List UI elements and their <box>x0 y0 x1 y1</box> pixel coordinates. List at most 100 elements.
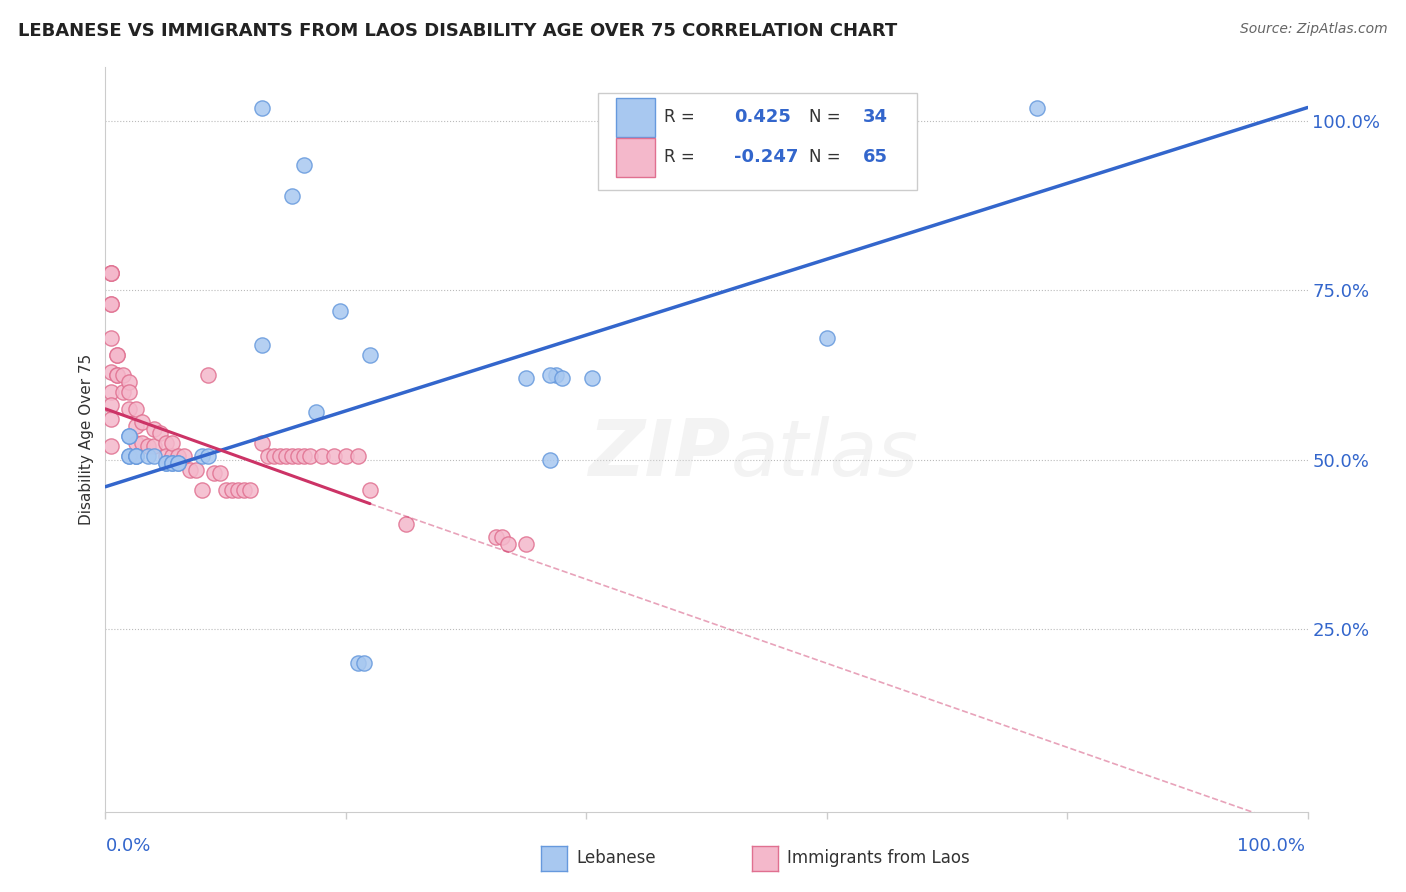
Point <box>100 365 122 379</box>
Point <box>281 449 304 463</box>
Point <box>551 371 574 385</box>
Point <box>496 537 519 551</box>
Point <box>292 449 315 463</box>
Text: atlas: atlas <box>731 417 918 492</box>
Point <box>124 449 146 463</box>
Point <box>118 375 141 389</box>
Text: Source: ZipAtlas.com: Source: ZipAtlas.com <box>1240 22 1388 37</box>
Text: R =: R = <box>665 108 700 127</box>
Point <box>131 416 153 430</box>
Point <box>136 449 159 463</box>
Point <box>395 516 418 531</box>
Point <box>160 449 183 463</box>
Point <box>166 456 188 470</box>
Point <box>359 348 381 362</box>
Point <box>292 158 315 172</box>
Text: 0.425: 0.425 <box>734 108 792 127</box>
Text: ZIP: ZIP <box>588 417 731 492</box>
Point <box>263 449 285 463</box>
Point <box>100 412 122 426</box>
Point <box>250 337 273 351</box>
Point <box>118 429 141 443</box>
Point <box>100 439 122 453</box>
Point <box>166 449 188 463</box>
Point <box>124 418 146 433</box>
Point <box>256 449 278 463</box>
Point <box>581 371 603 385</box>
Point <box>166 456 188 470</box>
Point <box>269 449 291 463</box>
Point <box>179 463 201 477</box>
Point <box>221 483 243 497</box>
Point <box>142 422 165 436</box>
Point <box>160 435 183 450</box>
Point <box>118 449 141 463</box>
Point <box>515 371 537 385</box>
Point <box>107 348 129 362</box>
Point <box>298 449 321 463</box>
Point <box>815 331 838 345</box>
Point <box>347 656 370 670</box>
FancyBboxPatch shape <box>599 93 917 190</box>
Point <box>184 463 207 477</box>
Text: R =: R = <box>665 148 700 167</box>
Point <box>208 466 231 480</box>
Point <box>118 429 141 443</box>
Point <box>142 439 165 453</box>
Point <box>250 101 273 115</box>
Point <box>124 401 146 416</box>
Point <box>322 449 344 463</box>
Point <box>202 466 225 480</box>
Point <box>118 401 141 416</box>
Point <box>232 483 254 497</box>
Point <box>515 537 537 551</box>
Point <box>100 267 122 281</box>
Point <box>112 368 135 382</box>
Point <box>100 297 122 311</box>
Point <box>100 297 122 311</box>
Text: 0.0%: 0.0% <box>105 837 150 855</box>
Text: Lebanese: Lebanese <box>576 849 657 867</box>
Point <box>173 449 195 463</box>
Point <box>124 449 146 463</box>
Point <box>485 531 508 545</box>
Point <box>107 368 129 382</box>
Point <box>148 425 170 440</box>
Point <box>136 439 159 453</box>
Text: -0.247: -0.247 <box>734 148 799 167</box>
Point <box>538 452 561 467</box>
Point <box>155 435 177 450</box>
Point <box>1026 101 1049 115</box>
Point <box>124 449 146 463</box>
Point <box>353 656 375 670</box>
FancyBboxPatch shape <box>616 98 655 136</box>
Text: 65: 65 <box>863 148 887 167</box>
Point <box>274 449 297 463</box>
Point <box>190 449 212 463</box>
Point <box>359 483 381 497</box>
Point <box>107 368 129 382</box>
Point <box>335 449 357 463</box>
Point <box>118 384 141 399</box>
Point <box>112 384 135 399</box>
Point <box>131 435 153 450</box>
Point <box>197 368 219 382</box>
Point <box>100 384 122 399</box>
Point <box>305 405 328 419</box>
Point <box>118 449 141 463</box>
Point <box>250 435 273 450</box>
Point <box>155 456 177 470</box>
Text: 100.0%: 100.0% <box>1237 837 1305 855</box>
Point <box>347 449 370 463</box>
Point <box>160 456 183 470</box>
Text: LEBANESE VS IMMIGRANTS FROM LAOS DISABILITY AGE OVER 75 CORRELATION CHART: LEBANESE VS IMMIGRANTS FROM LAOS DISABIL… <box>18 22 897 40</box>
Point <box>329 303 352 318</box>
Point <box>160 456 183 470</box>
Point <box>287 449 309 463</box>
Point <box>100 331 122 345</box>
Point <box>190 483 212 497</box>
Point <box>142 449 165 463</box>
Point <box>155 449 177 463</box>
Text: Immigrants from Laos: Immigrants from Laos <box>787 849 970 867</box>
Point <box>100 267 122 281</box>
